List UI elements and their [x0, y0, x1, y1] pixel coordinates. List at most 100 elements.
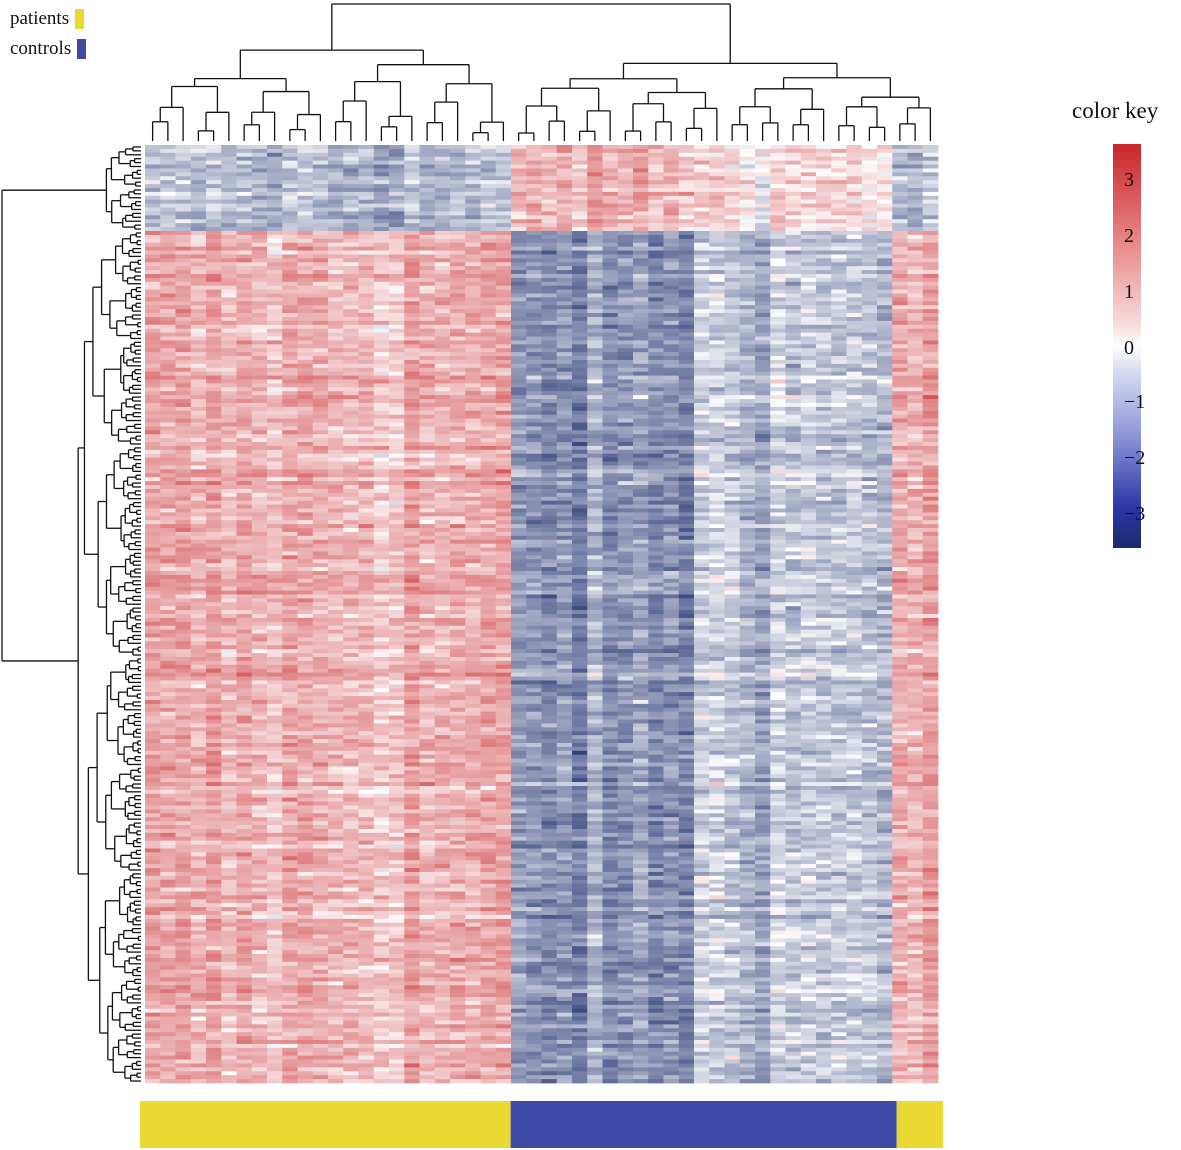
- heatmap-cell: [694, 418, 710, 423]
- heatmap-cell: [343, 344, 359, 349]
- heatmap-cell: [236, 363, 253, 369]
- heatmap-cell: [434, 387, 451, 392]
- heatmap-cell: [251, 258, 268, 263]
- heatmap-cell: [739, 445, 756, 451]
- heatmap-cell: [145, 328, 161, 333]
- heatmap-cell: [846, 262, 863, 267]
- heatmap-cell: [572, 379, 588, 384]
- heatmap-cell: [556, 234, 573, 240]
- heatmap-cell: [892, 227, 908, 232]
- heatmap-cell: [602, 234, 619, 240]
- heatmap-cell: [206, 207, 222, 212]
- heatmap-cell: [724, 371, 741, 376]
- heatmap-cell: [434, 164, 451, 169]
- heatmap-cell: [694, 293, 710, 298]
- heatmap-cell: [221, 152, 237, 158]
- heatmap-cell: [221, 309, 237, 314]
- heatmap-cell: [206, 336, 222, 341]
- heatmap-cell: [617, 176, 634, 181]
- heatmap-cell: [800, 195, 817, 201]
- heatmap-cell: [739, 434, 756, 439]
- heatmap-cell: [450, 203, 466, 208]
- heatmap-cell: [450, 352, 466, 357]
- heatmap-cell: [617, 399, 634, 404]
- heatmap-cell: [221, 445, 237, 451]
- heatmap-cell: [633, 356, 649, 361]
- heatmap-cell: [755, 395, 771, 400]
- heatmap-cell: [755, 340, 771, 345]
- heatmap-cell: [358, 383, 375, 388]
- heatmap-cell: [450, 395, 466, 400]
- heatmap-cell: [831, 297, 847, 302]
- heatmap-cell: [206, 387, 222, 392]
- heatmap-cell: [861, 324, 878, 330]
- heatmap-cell: [663, 254, 680, 259]
- heatmap-cell: [221, 270, 237, 275]
- heatmap-cell: [739, 230, 756, 236]
- heatmap-cell: [816, 348, 832, 353]
- heatmap-cell: [297, 180, 314, 185]
- heatmap-cell: [663, 367, 680, 373]
- heatmap-cell: [206, 297, 222, 302]
- heatmap-cell: [739, 289, 756, 294]
- heatmap-cell: [755, 402, 771, 408]
- heatmap-cell: [389, 449, 405, 455]
- heatmap-cell: [922, 211, 939, 216]
- heatmap-cell: [480, 211, 497, 216]
- heatmap-cell: [800, 227, 817, 232]
- heatmap-cell: [572, 391, 588, 396]
- heatmap-cell: [511, 301, 527, 306]
- heatmap-cell: [800, 387, 817, 392]
- heatmap-cell: [724, 148, 741, 154]
- heatmap-cell: [511, 164, 527, 169]
- heatmap-cell: [175, 277, 192, 283]
- heatmap-cell: [236, 266, 253, 271]
- heatmap-cell: [602, 191, 619, 197]
- heatmap-cell: [678, 422, 695, 427]
- heatmap-cell: [678, 406, 695, 412]
- heatmap-cell: [526, 184, 542, 189]
- heatmap-cell: [358, 172, 375, 177]
- heatmap-cell: [389, 148, 405, 154]
- heatmap-cell: [190, 434, 207, 439]
- heatmap-cell: [602, 289, 619, 294]
- heatmap-cell: [328, 313, 344, 318]
- heatmap-cell: [709, 316, 725, 322]
- heatmap-cell: [206, 410, 222, 416]
- heatmap-cell: [816, 203, 832, 208]
- heatmap-cell: [465, 422, 481, 427]
- heatmap-cell: [785, 230, 802, 236]
- heatmap-cell: [663, 168, 680, 173]
- heatmap-cell: [328, 203, 344, 208]
- heatmap-cell: [434, 352, 451, 357]
- heatmap-cell: [343, 340, 359, 345]
- heatmap-cell: [190, 379, 207, 384]
- heatmap-cell: [450, 402, 466, 408]
- heatmap-cell: [373, 234, 390, 240]
- heatmap-cell: [145, 215, 161, 220]
- heatmap-cell: [251, 309, 268, 314]
- heatmap-cell: [190, 348, 207, 353]
- heatmap-cell: [175, 453, 192, 459]
- heatmap-cell: [221, 258, 237, 263]
- heatmap-cell: [465, 223, 481, 228]
- heatmap-cell: [816, 371, 832, 376]
- heatmap-cell: [358, 449, 375, 455]
- heatmap-cell: [236, 199, 253, 205]
- heatmap-cell: [724, 203, 741, 208]
- heatmap-cell: [526, 297, 542, 302]
- heatmap-cell: [434, 363, 451, 369]
- heatmap-cell: [678, 449, 695, 455]
- heatmap-cell: [328, 246, 344, 251]
- heatmap-cell: [785, 273, 802, 279]
- heatmap-cell: [633, 332, 649, 337]
- heatmap-cell: [297, 402, 314, 408]
- heatmap-cell: [739, 180, 756, 185]
- heatmap-cell: [556, 164, 573, 169]
- heatmap-cell: [739, 152, 756, 158]
- heatmap-cell: [389, 191, 405, 197]
- heatmap-cell: [739, 359, 756, 365]
- heatmap-cell: [816, 266, 832, 271]
- heatmap-cell: [465, 320, 481, 326]
- heatmap-cell: [785, 219, 802, 224]
